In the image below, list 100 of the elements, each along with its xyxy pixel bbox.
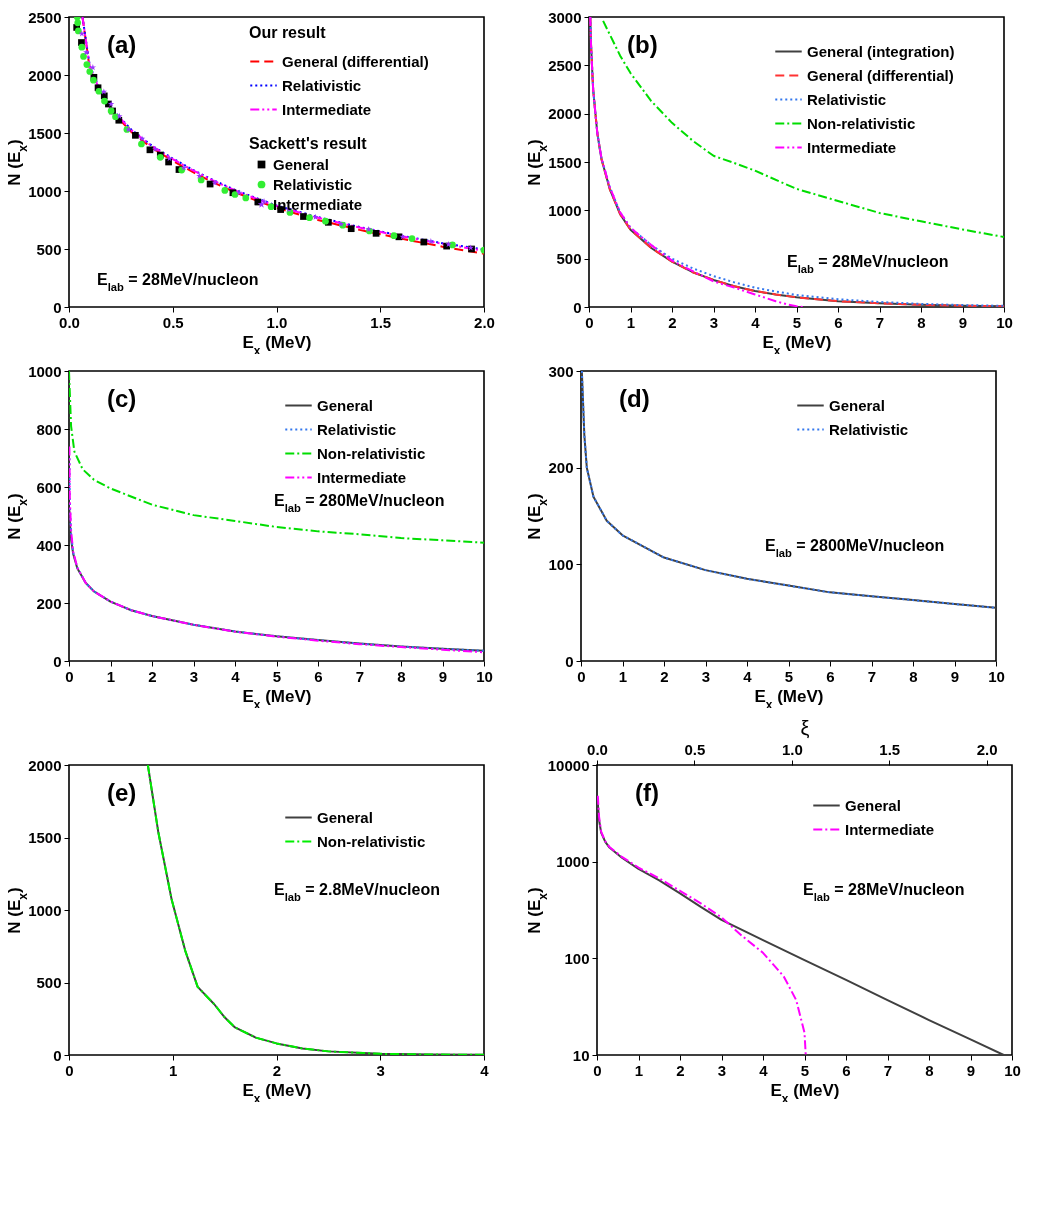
x-tick-label: 2 [272,1061,282,1079]
x-axis-title: E$_{x}$ (MeV) [754,686,824,712]
annotation: E$_{lab}$ = 2800MeV/nucleon [765,537,945,559]
x-axis-title: E$_{x}$ (MeV) [770,1080,840,1106]
y-tick-label: 500 [556,250,582,268]
y-tick-label: 1500 [28,829,62,846]
x-tick-label: 9 [958,313,968,331]
x-tick-label: 5 [272,667,282,685]
x-tick-label: 5 [792,313,802,331]
y-tick-label: 500 [36,240,62,258]
y-tick-label: 200 [36,594,62,612]
y-tick-label: 500 [36,974,62,991]
y-tick-label: 2000 [28,66,62,84]
y-tick-label: 2000 [548,105,582,123]
y-tick-label: 1000 [28,182,62,200]
x2-tick-label: 0.0 [587,740,608,758]
x-axis-title: E$_{x}$ (MeV) [762,332,832,358]
y-tick-label: 2500 [28,8,62,26]
annotation: E$_{lab}$ = 28MeV/nucleon [803,881,965,903]
y-tick-label: 600 [36,478,62,496]
legend-label: Relativistic [829,420,909,438]
legend-label: Relativistic [273,175,353,193]
x-tick-label: 2 [668,313,677,331]
y-tick-label: 800 [36,420,62,438]
x-tick-label: 2 [676,1061,685,1079]
legend-label: Relativistic [317,420,397,438]
legend-label: Relativistic [282,76,362,94]
legend-label: General (integration) [807,42,955,60]
x2-tick-label: 1.0 [781,740,803,758]
x-tick-label: 8 [397,667,406,685]
x-tick-label: 0 [593,1061,602,1079]
legend-label: Non-relativistic [317,832,426,850]
x2-tick-label: 1.5 [879,740,901,758]
x-tick-label: 0.0 [59,313,80,331]
x-tick-label: 2 [148,667,157,685]
y-tick-label: 0 [53,1046,62,1064]
text: (b) [627,31,658,58]
x2-tick-label: 2.0 [976,740,998,758]
y-tick-label: 0 [565,652,574,670]
y-tick-label: 0 [53,298,62,316]
legend-label: General (differential) [807,66,954,84]
x-tick-label: 7 [867,667,877,685]
legend-label: Intermediate [845,820,935,838]
y-tick-label: 10000 [547,756,590,774]
y-tick-label: 10 [572,1046,590,1064]
y-tick-label: 300 [548,362,574,380]
annotation: E$_{lab}$ = 28MeV/nucleon [97,271,259,293]
x-tick-label: 8 [917,313,926,331]
y-tick-label: 3000 [548,8,582,26]
x-axis-title: E$_{x}$ (MeV) [242,332,312,358]
legend-title: Our result [249,24,327,41]
y-tick-label: 1500 [28,124,62,142]
y-tick-label: 1000 [28,901,62,919]
legend-label: Intermediate [273,195,363,213]
legend-label: General [829,396,885,414]
legend-label: Non-relativistic [317,444,426,462]
x-tick-label: 4 [759,1061,769,1079]
y-tick-label: 2500 [548,56,582,74]
text: (c) [107,385,137,412]
x2-axis-title: ξ [800,716,810,739]
x-tick-label: 3 [189,667,199,685]
y-tick-label: 0 [53,652,62,670]
annotation: Sackett's result [249,135,368,152]
y-tick-label: 100 [548,555,574,573]
text: (d) [619,385,650,412]
x-tick-label: 1.0 [266,313,288,331]
x-tick-label: 1 [618,667,628,685]
x-tick-label: 1 [169,1061,178,1079]
legend-label: Intermediate [317,468,407,486]
legend-label: General [273,155,329,173]
x-tick-label: 10 [476,667,493,685]
x-tick-label: 7 [883,1061,893,1079]
x-tick-label: 3 [701,667,711,685]
x-tick-label: 4 [480,1061,490,1079]
legend-label: General [317,396,373,414]
x-tick-label: 1 [626,313,636,331]
x-tick-label: 9 [950,667,960,685]
x-tick-label: 10 [988,667,1005,685]
y-tick-label: 200 [548,459,574,477]
y-tick-label: 1000 [548,201,582,219]
x-tick-label: 9 [438,667,448,685]
annotation: E$_{lab}$ = 28MeV/nucleon [787,253,949,275]
x-axis-title: E$_{x}$ (MeV) [242,686,312,712]
legend-label: General [317,808,373,826]
y-tick-label: 1000 [556,853,590,871]
x-tick-label: 6 [834,313,843,331]
text: (f) [635,779,659,806]
x-tick-label: 3 [709,313,719,331]
y-tick-label: 1500 [548,153,582,171]
x-tick-label: 2 [660,667,669,685]
x-axis-title: E$_{x}$ (MeV) [242,1080,312,1106]
y-tick-label: 0 [573,298,582,316]
x-tick-label: 1 [106,667,116,685]
x-tick-label: 10 [996,313,1013,331]
x-tick-label: 5 [800,1061,810,1079]
x-tick-label: 10 [1004,1061,1021,1079]
text: (a) [107,31,137,58]
annotation: E$_{lab}$ = 280MeV/nucleon [274,492,445,514]
x-tick-label: 6 [842,1061,851,1079]
x-tick-label: 9 [966,1061,976,1079]
